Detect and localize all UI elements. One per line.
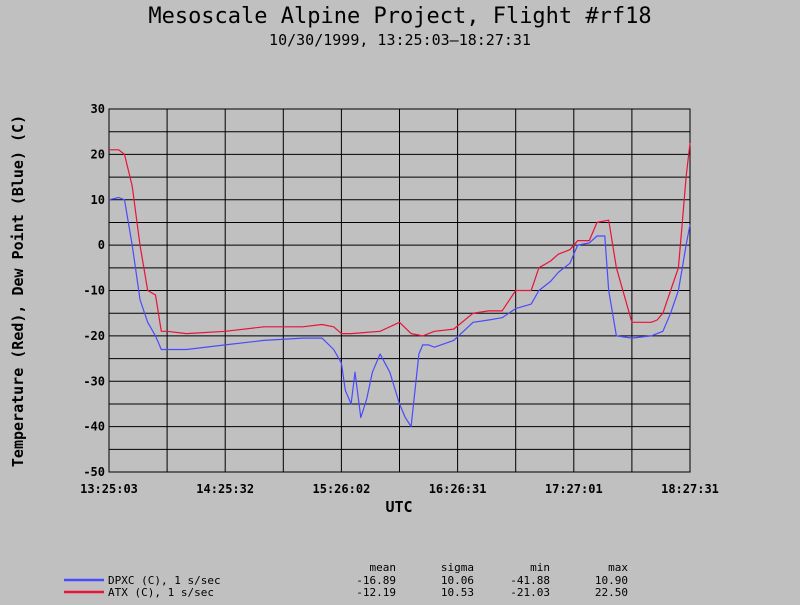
x-tick-label: 13:25:03 <box>80 482 138 496</box>
stats-value: 10.90 <box>595 574 628 587</box>
y-tick-label: -20 <box>83 329 105 343</box>
x-tick-label: 14:25:32 <box>196 482 254 496</box>
x-tick-labels: 13:25:03 14:25:32 15:26:02 16:26:31 17:27:01… <box>80 482 719 496</box>
grid-lines <box>108 108 691 473</box>
y-tick-label: 10 <box>91 193 105 207</box>
stats-header: mean <box>370 561 397 574</box>
y-tick-label: 0 <box>98 238 105 252</box>
y-tick-label: 30 <box>91 102 105 116</box>
stats-value: 10.53 <box>441 586 474 599</box>
y-tick-label: -40 <box>83 420 105 434</box>
stats-value: 22.50 <box>595 586 628 599</box>
y-tick-label: -50 <box>83 465 105 479</box>
x-tick-label: 18:27:31 <box>661 482 719 496</box>
stats-value: 10.06 <box>441 574 474 587</box>
y-tick-label: -10 <box>83 284 105 298</box>
y-tick-label: -30 <box>83 374 105 388</box>
stats-header: min <box>530 561 550 574</box>
series-line <box>109 142 691 337</box>
stats-value: -16.89 <box>356 574 396 587</box>
y-axis-label: Temperature (Red), Dew Point (Blue) (C) <box>9 115 27 467</box>
legend-label: DPXC (C), 1 s/sec <box>108 574 221 587</box>
y-tick-labels: 30 20 10 0 -10 -20 -30 -40 -50 <box>83 102 105 479</box>
stats-value: -21.03 <box>510 586 550 599</box>
x-axis-label: UTC <box>385 498 412 516</box>
series-line <box>108 196 691 428</box>
stats-value: -12.19 <box>356 586 396 599</box>
series-layer <box>108 142 691 428</box>
stats-header: sigma <box>441 561 474 574</box>
legend-label: ATX (C), 1 s/sec <box>108 586 214 599</box>
y-tick-label: 20 <box>91 147 105 161</box>
chart-title: Mesoscale Alpine Project, Flight #rf18 <box>148 4 652 29</box>
x-tick-label: 16:26:31 <box>429 482 487 496</box>
stats-value: -41.88 <box>510 574 550 587</box>
plot-frame <box>108 108 691 473</box>
x-tick-label: 15:26:02 <box>313 482 371 496</box>
stats-table: mean sigma min max DPXC (C), 1 s/sec -16.89 10… <box>64 561 628 599</box>
x-tick-label: 17:27:01 <box>545 482 603 496</box>
chart-subtitle: 10/30/1999, 13:25:03–18:27:31 <box>269 31 531 49</box>
stats-header: max <box>608 561 628 574</box>
